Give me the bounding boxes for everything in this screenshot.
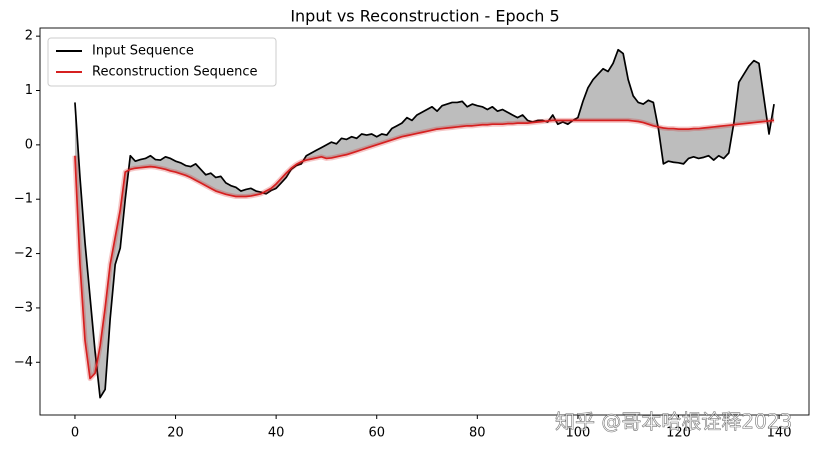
legend-label: Reconstruction Sequence xyxy=(92,65,258,80)
y-tick-label: 1 xyxy=(25,83,33,98)
x-tick-label: 0 xyxy=(71,426,79,441)
x-tick-label: 140 xyxy=(767,426,792,441)
line xyxy=(74,119,775,380)
legend-box xyxy=(47,37,277,87)
chart-title: Input vs Reconstruction - Epoch 5 xyxy=(290,7,559,26)
x-tick-label: 60 xyxy=(368,426,385,441)
y-tick-label: 2 xyxy=(25,29,33,44)
x-tick-label: 40 xyxy=(268,426,285,441)
y-tick-label: −3 xyxy=(14,300,33,315)
x-tick-label: 80 xyxy=(469,426,486,441)
y-tick-label: −4 xyxy=(14,355,33,370)
watermark: 知乎 @哥本哈根诠释2023 xyxy=(555,410,792,434)
y-tick-label: 0 xyxy=(25,137,33,152)
legend-label: Input Sequence xyxy=(92,44,194,59)
plot-frame xyxy=(39,27,810,416)
difference-fill xyxy=(74,49,775,398)
y-tick-label: −1 xyxy=(14,192,33,207)
y-tick-label: −2 xyxy=(14,246,33,261)
x-tick-label: 100 xyxy=(565,426,590,441)
line xyxy=(74,48,775,399)
x-tick-label: 120 xyxy=(666,426,691,441)
x-tick-label: 20 xyxy=(167,426,184,441)
